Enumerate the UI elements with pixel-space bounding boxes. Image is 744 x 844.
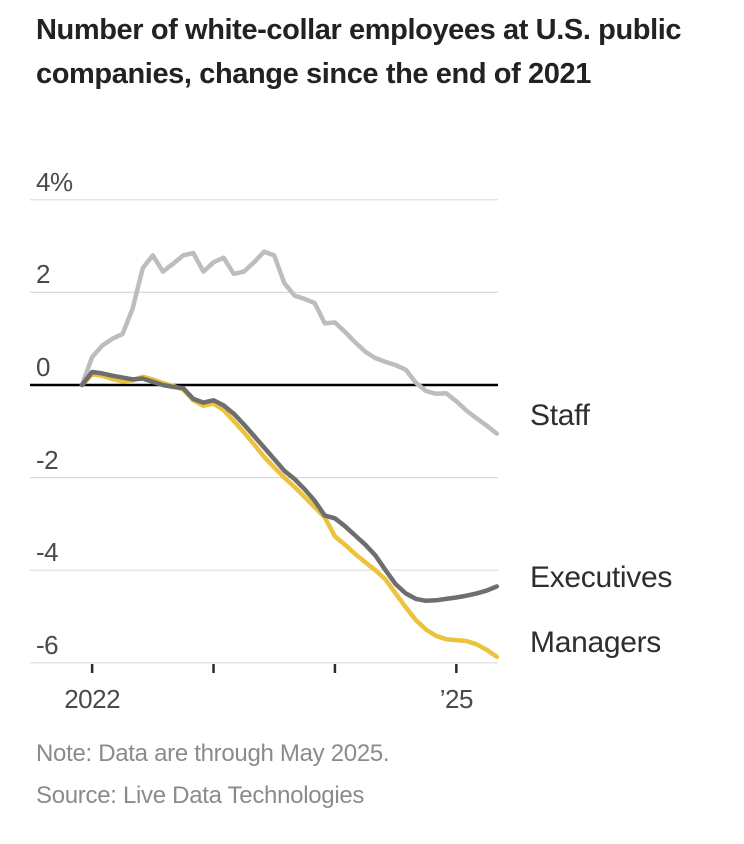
series-line-executives xyxy=(79,369,500,604)
series-label-executives: Executives xyxy=(530,561,673,595)
series-label-managers: Managers xyxy=(530,625,662,659)
series-line-staff xyxy=(79,249,500,436)
y-axis-label: -2 xyxy=(36,444,59,475)
chart-note: Note: Data are through May 2025. xyxy=(36,740,390,767)
y-axis-label: 0 xyxy=(36,352,50,382)
y-axis-label: 2 xyxy=(36,259,50,290)
y-axis-label: -4 xyxy=(36,537,59,568)
y-axis-label: -6 xyxy=(36,629,59,660)
series-label-staff: Staff xyxy=(530,398,590,432)
chart-source: Source: Live Data Technologies xyxy=(36,782,365,809)
x-axis-label: 2022 xyxy=(64,684,121,714)
series-line-managers xyxy=(79,372,500,660)
y-axis-label: 4% xyxy=(36,166,73,197)
x-axis-label: ’25 xyxy=(439,684,474,714)
chart-title: Number of white-collar employees at U.S.… xyxy=(36,14,682,90)
